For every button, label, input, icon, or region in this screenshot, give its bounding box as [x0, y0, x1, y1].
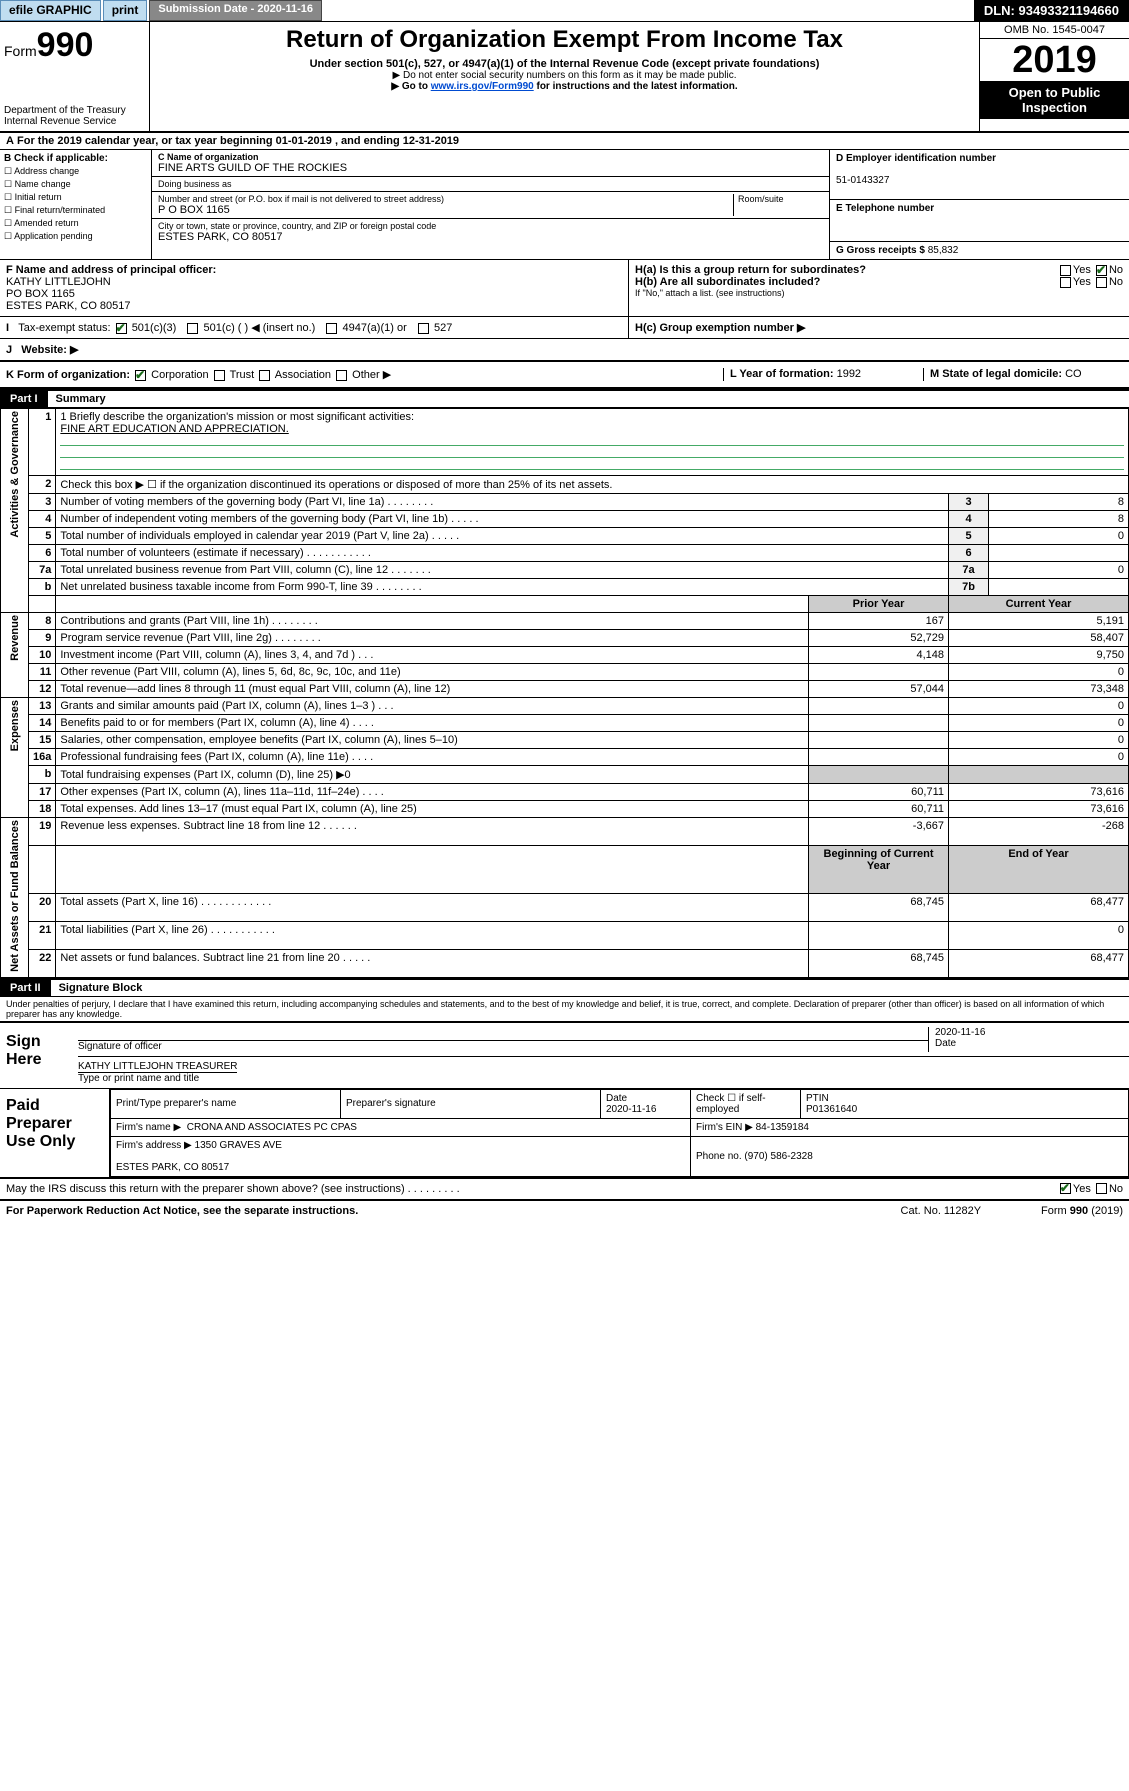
- print-link[interactable]: print: [103, 0, 148, 21]
- form-number: Form990: [4, 26, 145, 65]
- submission-date: Submission Date - 2020-11-16: [149, 0, 322, 21]
- subtitle-2: ▶ Do not enter social security numbers o…: [156, 70, 973, 81]
- row-I-Hc: I Tax-exempt status: 501(c)(3) 501(c) ( …: [0, 317, 1129, 339]
- form-header: Form990 Department of the Treasury Inter…: [0, 22, 1129, 133]
- form-title: Return of Organization Exempt From Incom…: [156, 26, 973, 54]
- efile-link[interactable]: efile GRAPHIC: [0, 0, 101, 21]
- row-K-L-M: K Form of organization: Corporation Trus…: [0, 362, 1129, 389]
- instructions-link[interactable]: www.irs.gov/Form990: [431, 81, 534, 92]
- omb-number: OMB No. 1545-0047: [980, 22, 1129, 39]
- discuss-row: May the IRS discuss this return with the…: [0, 1179, 1129, 1200]
- subtitle-3: ▶ Go to www.irs.gov/Form990 for instruct…: [156, 81, 973, 92]
- dept-label: Department of the Treasury Internal Reve…: [4, 105, 145, 127]
- topbar: efile GRAPHIC print Submission Date - 20…: [0, 0, 1129, 22]
- open-inspection: Open to Public Inspection: [980, 81, 1129, 119]
- form-ref: Form 990 (2019): [1041, 1205, 1123, 1217]
- section-C: C Name of organizationFINE ARTS GUILD OF…: [152, 150, 829, 259]
- section-H: H(a) Is this a group return for subordin…: [629, 260, 1129, 316]
- sign-here: Sign Here Signature of officer 2020-11-1…: [0, 1021, 1129, 1089]
- tax-year: 2019: [980, 39, 1129, 81]
- paid-preparer: Paid Preparer Use Only Print/Type prepar…: [0, 1089, 1129, 1179]
- footer: For Paperwork Reduction Act Notice, see …: [0, 1200, 1129, 1221]
- dln: DLN: 93493321194660: [974, 0, 1129, 21]
- row-F-H: F Name and address of principal officer:…: [0, 260, 1129, 317]
- summary-table: Activities & Governance 1 1 Briefly desc…: [0, 408, 1129, 978]
- section-F: F Name and address of principal officer:…: [0, 260, 629, 316]
- line-A: A For the 2019 calendar year, or tax yea…: [0, 133, 1129, 150]
- declaration: Under penalties of perjury, I declare th…: [0, 997, 1129, 1021]
- part2-header: Part IISignature Block: [0, 978, 1129, 997]
- section-I: I Tax-exempt status: 501(c)(3) 501(c) ( …: [0, 317, 629, 338]
- subtitle-1: Under section 501(c), 527, or 4947(a)(1)…: [156, 58, 973, 70]
- block-B-to-G: B Check if applicable: ☐ Address change …: [0, 150, 1129, 260]
- section-D-E-G: D Employer identification number51-01433…: [829, 150, 1129, 259]
- section-B: B Check if applicable: ☐ Address change …: [0, 150, 152, 259]
- part1-header: Part ISummary: [0, 389, 1129, 408]
- row-J: J Website: ▶: [0, 339, 1129, 362]
